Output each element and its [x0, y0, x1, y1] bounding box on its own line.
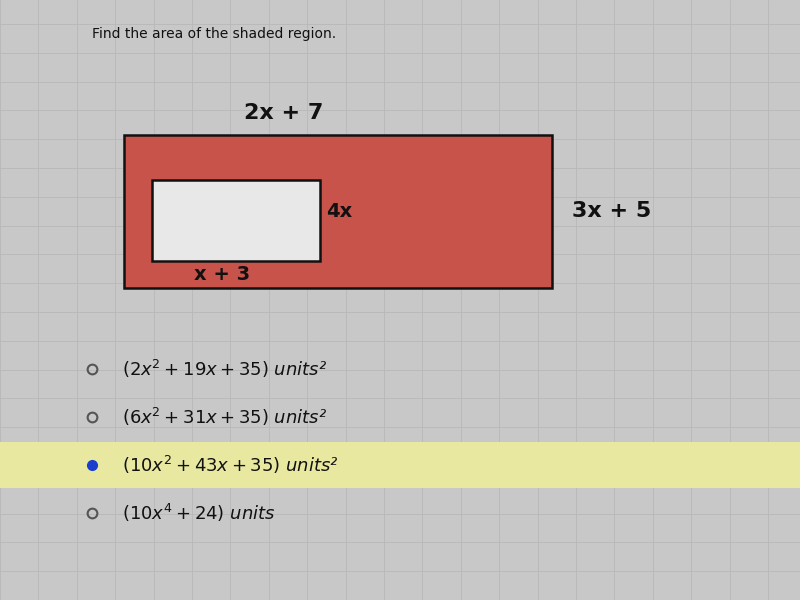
Text: $(2x^2+19x+35)$ units²: $(2x^2+19x+35)$ units²	[122, 358, 327, 380]
Text: 2x + 7: 2x + 7	[244, 103, 324, 123]
Text: $(10x^4+24)$ units: $(10x^4+24)$ units	[122, 502, 276, 524]
Text: 4x: 4x	[326, 202, 353, 221]
Bar	[124, 135, 552, 288]
Text: $(10x^2+43x+35)$ units²: $(10x^2+43x+35)$ units²	[122, 454, 339, 476]
Text: 3x + 5: 3x + 5	[572, 201, 651, 221]
Text: x + 3: x + 3	[194, 265, 250, 284]
Bar	[0, 442, 800, 488]
Text: Find the area of the shaded region.: Find the area of the shaded region.	[92, 27, 336, 41]
Bar	[152, 180, 320, 261]
Text: $(6x^2+31x+35)$ units²: $(6x^2+31x+35)$ units²	[122, 406, 327, 428]
